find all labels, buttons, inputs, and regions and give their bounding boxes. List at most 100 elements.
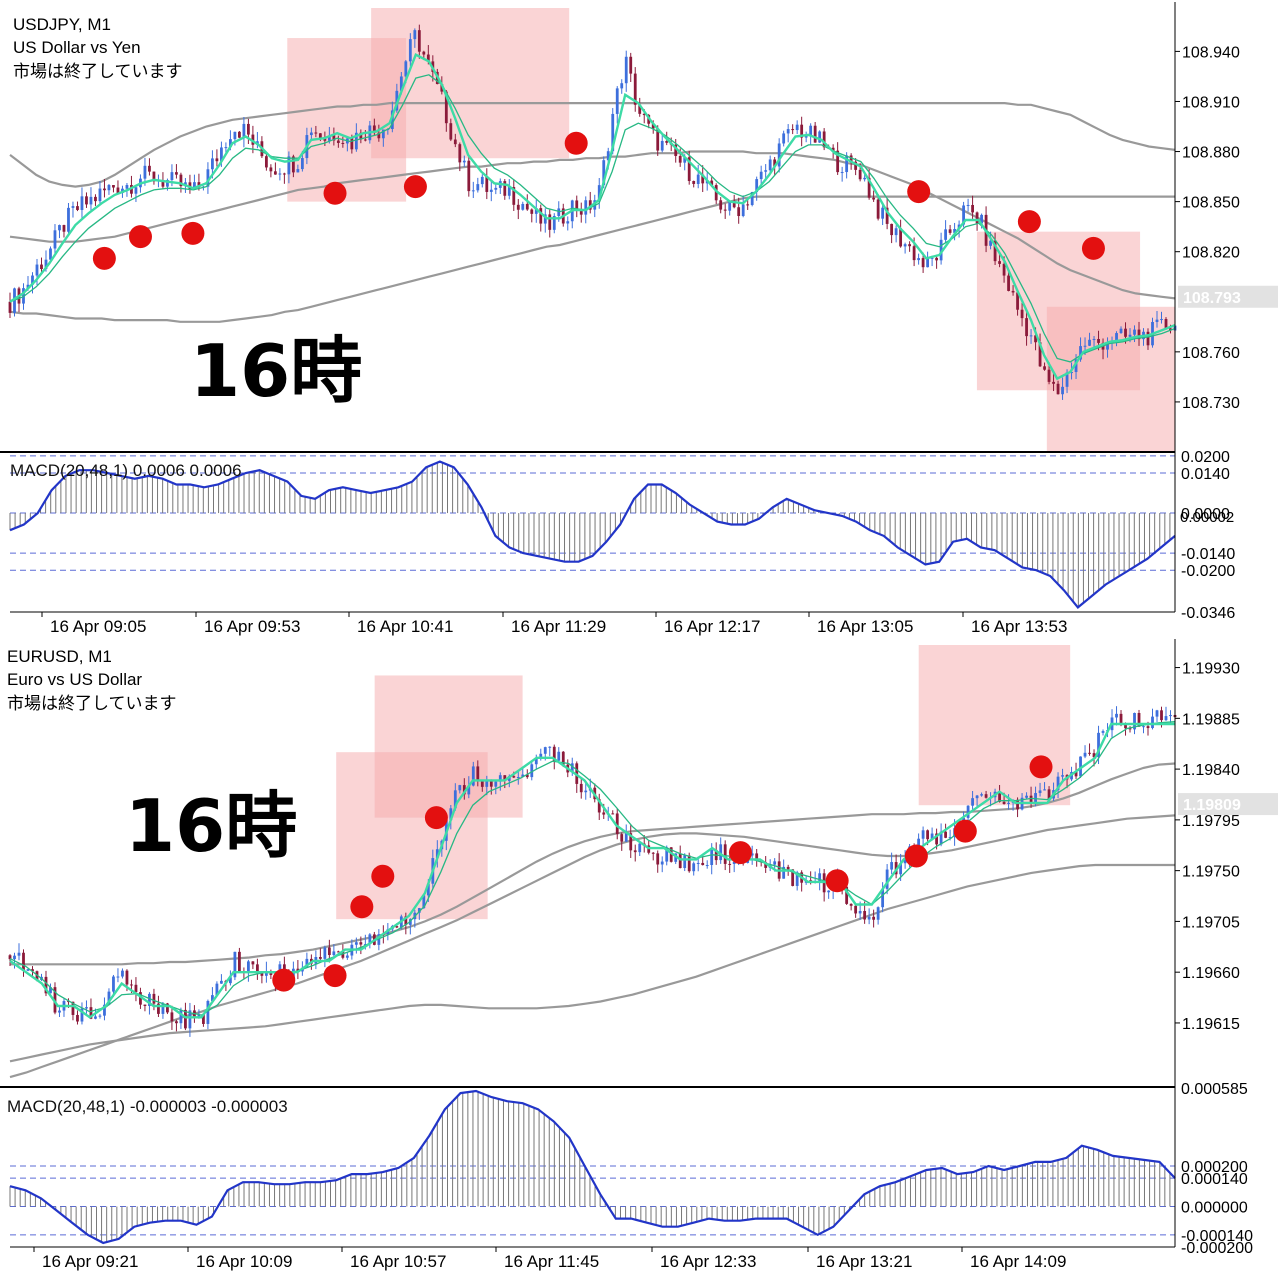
eurusd-candle-body — [656, 853, 660, 865]
usdjpy-candle-body — [939, 239, 943, 261]
usdjpy-candle-body — [76, 206, 79, 210]
usdjpy-candle-body — [867, 177, 871, 198]
eurusd-candle-body — [332, 951, 336, 956]
usdjpy-signal-marker-3 — [323, 181, 347, 205]
eurusd-candle-body — [1128, 728, 1132, 730]
usdjpy-macd-y-tick-label: 0.0000 — [1181, 506, 1230, 523]
eurusd-signal-marker-0 — [272, 968, 296, 992]
usdjpy-candle-body — [764, 170, 768, 172]
eurusd-candle-body — [1061, 775, 1064, 777]
eurusd-candle-body — [1025, 795, 1028, 798]
usdjpy-candle-body — [224, 147, 228, 149]
usdjpy-signal-marker-7 — [1017, 210, 1041, 234]
usdjpy-current-price-label: 108.793 — [1183, 290, 1241, 307]
usdjpy-candle-body — [998, 261, 1001, 264]
eurusd-x-tick-label: 16 Apr 10:09 — [196, 1252, 292, 1271]
eurusd-current-price-tag — [1178, 793, 1278, 816]
eurusd-macd-y-tick-label: 0.000140 — [1181, 1171, 1248, 1188]
usdjpy-candle-body — [278, 173, 282, 175]
usdjpy-candle-body — [449, 123, 453, 140]
eurusd-candle-body — [935, 833, 939, 845]
eurusd-candle-body — [1133, 712, 1136, 730]
eurusd-candle-body — [750, 853, 754, 856]
eurusd-signal-marker-9 — [1029, 755, 1053, 779]
eurusd-candle-body — [139, 992, 142, 1005]
eurusd-candle-body — [166, 1003, 169, 1013]
eurusd-candle-body — [58, 1010, 61, 1013]
eurusd-candle-body — [638, 843, 642, 853]
usdjpy-candle-body — [948, 229, 952, 233]
usdjpy-candle-body — [363, 139, 367, 141]
usdjpy-signal-marker-4 — [403, 175, 427, 199]
usdjpy-description: US Dollar vs Yen — [13, 38, 141, 57]
usdjpy-candle-body — [624, 56, 628, 84]
usdjpy-candle-body — [211, 158, 214, 170]
eurusd-candle-body — [458, 785, 462, 791]
usdjpy-x-tick-label: 16 Apr 09:05 — [50, 617, 146, 636]
usdjpy-candles — [8, 24, 1177, 400]
usdjpy-candle-body — [692, 181, 696, 184]
eurusd-candle-body — [867, 916, 871, 920]
eurusd-candle-body — [116, 976, 120, 978]
usdjpy-candle-body — [417, 30, 421, 52]
usdjpy-macd-y-tick-label: -0.0200 — [1181, 563, 1235, 580]
eurusd-candle-body — [125, 970, 129, 985]
usdjpy-candle-body — [341, 142, 345, 144]
eurusd-lower-band-line — [9, 863, 1175, 1063]
eurusd-symbol-line: EURUSD, M1 — [7, 647, 112, 666]
usdjpy-candle-body — [917, 258, 921, 261]
usdjpy-candle-body — [233, 131, 237, 140]
usdjpy-candle-body — [800, 124, 804, 138]
usdjpy-candle-body — [323, 138, 327, 141]
usdjpy-candle-body — [759, 171, 763, 180]
usdjpy-candle-body — [1056, 383, 1060, 395]
eurusd-candle-body — [152, 993, 156, 1004]
eurusd-candle-body — [1137, 712, 1141, 727]
eurusd-candle-body — [22, 952, 25, 971]
usdjpy-candle-body — [246, 123, 250, 135]
usdjpy-macd-zero-readout: 0.00002 — [1180, 509, 1234, 526]
eurusd-candle-body — [948, 837, 952, 839]
usdjpy-candle-body — [629, 56, 633, 74]
eurusd-signal-marker-3 — [371, 864, 395, 888]
usdjpy-candle-body — [836, 150, 840, 173]
usdjpy-candle-body — [471, 190, 475, 192]
usdjpy-signal-marker-6 — [907, 180, 931, 204]
usdjpy-candle-body — [489, 189, 493, 192]
eurusd-candle-body — [975, 795, 979, 799]
eurusd-candle-body — [530, 764, 534, 778]
eurusd-candle-body — [1007, 802, 1010, 805]
usdjpy-y-tick-label: 108.940 — [1182, 44, 1240, 61]
eurusd-x-tick-label: 16 Apr 11:45 — [504, 1252, 599, 1271]
eurusd-candle-body — [827, 890, 831, 893]
eurusd-candle-body — [539, 753, 543, 758]
eurusd-candle-body — [211, 995, 214, 1001]
usdjpy-candle-body — [381, 129, 385, 139]
usdjpy-candle-body — [1119, 328, 1123, 334]
eurusd-candle-body — [998, 791, 1001, 802]
usdjpy-candle-body — [809, 125, 813, 136]
eurusd-candle-body — [426, 883, 430, 896]
usdjpy-candle-body — [908, 244, 912, 247]
eurusd-y-tick-label: 1.19840 — [1182, 762, 1240, 779]
usdjpy-candle-body — [494, 187, 498, 190]
eurusd-candle-body — [944, 831, 947, 838]
eurusd-candle-body — [67, 1001, 70, 1003]
eurusd-ema-lines — [9, 721, 1176, 1019]
eurusd-candle-body — [1029, 795, 1033, 803]
usdjpy-ema-fast-line — [9, 53, 1176, 381]
eurusd-macd-y-tick-label: 0.000585 — [1181, 1081, 1248, 1098]
eurusd-signal-marker-1 — [323, 964, 347, 988]
usdjpy-candle-body — [31, 275, 34, 285]
usdjpy-candle-body — [112, 185, 115, 188]
eurusd-candle-body — [926, 830, 930, 840]
eurusd-candle-body — [202, 1014, 205, 1024]
usdjpy-candle-body — [521, 203, 525, 210]
eurusd-candle-body — [795, 872, 799, 886]
eurusd-candle-body — [665, 847, 669, 862]
usdjpy-candle-body — [44, 259, 48, 270]
eurusd-candle-body — [966, 805, 970, 818]
usdjpy-candle-body — [1092, 338, 1096, 340]
usdjpy-candle-body — [795, 124, 799, 131]
eurusd-candle-body — [561, 751, 565, 765]
